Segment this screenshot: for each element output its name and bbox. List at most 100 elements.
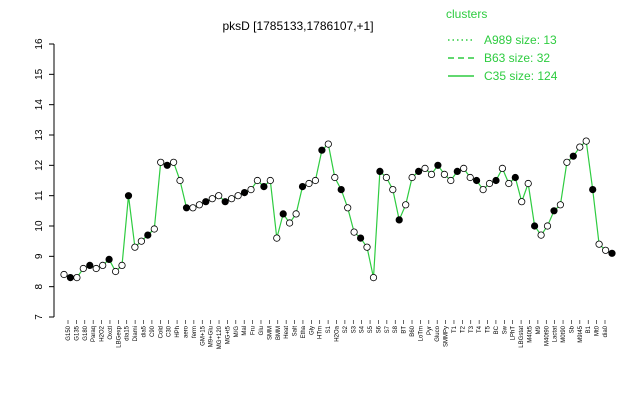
- x-tick-label: H2Oa: [335, 325, 341, 341]
- x-tick-label: G135: [74, 325, 80, 340]
- series-points: [60, 137, 616, 282]
- data-point: [460, 164, 468, 172]
- data-point: [163, 161, 171, 169]
- x-tick-label: G150: [66, 325, 72, 340]
- x-tick-label: Sb: [569, 325, 575, 333]
- x-tick-label: S7: [385, 325, 391, 333]
- y-tick-label: 9: [34, 253, 45, 259]
- x-tick-label: Gluco: [435, 325, 441, 341]
- x-tick-label: B60: [410, 325, 416, 336]
- data-point: [395, 216, 403, 224]
- x-tick-label: dia0: [603, 325, 609, 337]
- data-point: [305, 179, 313, 188]
- x-tick-label: M40t90: [544, 325, 550, 346]
- data-point: [260, 183, 268, 191]
- data-point: [60, 270, 68, 279]
- data-point: [582, 137, 590, 145]
- x-tick-label: ferm: [192, 326, 198, 338]
- x-tick-label: Oxctl: [108, 326, 114, 340]
- x-tick-label: S3: [351, 325, 357, 333]
- y-tick-label: 13: [34, 129, 45, 141]
- y-tick-label: 11: [34, 190, 45, 201]
- data-point: [498, 164, 506, 172]
- data-point: [176, 176, 184, 185]
- data-point: [112, 267, 120, 276]
- x-tick-label: Mal: [242, 326, 248, 336]
- data-point: [589, 186, 597, 194]
- data-point: [221, 198, 229, 206]
- data-point: [182, 204, 191, 212]
- data-point: [92, 264, 100, 273]
- x-tick-label: Etha: [301, 325, 307, 338]
- data-point: [279, 210, 287, 218]
- x-tick-label: BMM: [276, 326, 282, 340]
- data-point: [273, 234, 281, 242]
- data-point: [576, 143, 584, 151]
- data-point: [440, 170, 448, 178]
- x-tick-label: Sw: [502, 325, 508, 334]
- x-tick-label: Cold: [158, 326, 164, 338]
- x-tick-label: Paraq: [91, 326, 97, 342]
- data-point: [298, 183, 307, 191]
- x-tick-label: MG+120: [217, 325, 223, 349]
- x-tick-label: SMM: [267, 326, 273, 340]
- data-point: [99, 261, 107, 269]
- x-tick-label: M/G: [234, 326, 240, 338]
- x-tick-label: LoTm: [418, 326, 424, 341]
- data-point: [453, 167, 461, 175]
- x-tick-label: G180: [83, 325, 89, 340]
- x-tick-label: dia15: [125, 325, 131, 340]
- data-point: [170, 158, 178, 166]
- x-tick-label: S5: [368, 325, 374, 333]
- x-tick-label: Salt: [293, 326, 299, 337]
- data-point: [427, 170, 436, 178]
- data-point: [247, 186, 255, 194]
- x-axis: G150 G135 G180 Paraq H2O2 Oxctl LBGexp dia15 Dia…: [66, 320, 609, 349]
- y-tick-label: 16: [34, 38, 45, 50]
- data-point: [608, 249, 616, 257]
- x-tick-label: S2: [343, 325, 349, 333]
- data-point: [324, 140, 332, 148]
- x-tick-label: Pyr: [427, 326, 433, 335]
- x-tick-label: M9+Glu: [209, 326, 215, 347]
- data-point: [202, 198, 210, 206]
- data-point: [376, 167, 384, 175]
- data-point: [344, 204, 352, 212]
- x-tick-label: S8: [393, 325, 399, 333]
- x-tick-label: M9t45: [578, 325, 584, 342]
- x-tick-label: MG+t5: [225, 325, 231, 344]
- data-point: [356, 234, 365, 242]
- data-point: [331, 173, 339, 182]
- legend-entry-label: C35 size: 124: [484, 69, 558, 83]
- data-point: [543, 222, 552, 230]
- x-tick-label: S6: [376, 325, 382, 333]
- data-point: [402, 201, 410, 209]
- data-point: [595, 240, 603, 248]
- data-point: [73, 273, 81, 282]
- y-axis: 7 8 9 10 11 12 13 14 15 16: [34, 38, 55, 320]
- data-point: [550, 207, 558, 215]
- data-point: [311, 176, 319, 185]
- data-point: [337, 186, 345, 194]
- x-tick-label: Fru: [251, 326, 257, 335]
- data-point: [195, 201, 203, 209]
- data-point: [414, 167, 423, 175]
- x-tick-label: Gly: [309, 326, 315, 335]
- y-tick-label: 8: [34, 283, 45, 289]
- x-tick-label: SMMPy: [444, 326, 450, 347]
- x-tick-label: T1: [452, 325, 458, 333]
- x-tick-label: M40t5: [527, 325, 533, 342]
- legend-title: clusters: [446, 7, 487, 21]
- x-tick-label: HPh: [175, 326, 181, 338]
- data-point: [518, 198, 526, 206]
- data-point: [208, 195, 216, 203]
- x-tick-label: HTm: [318, 326, 324, 339]
- data-point: [86, 261, 94, 269]
- x-tick-label: LBGstat: [519, 326, 525, 348]
- x-tick-label: M9: [536, 325, 542, 334]
- data-point: [389, 186, 397, 194]
- x-tick-label: H2O2: [100, 325, 106, 341]
- data-point: [447, 176, 455, 185]
- data-point: [511, 173, 519, 182]
- x-tick-label: S4: [360, 325, 366, 333]
